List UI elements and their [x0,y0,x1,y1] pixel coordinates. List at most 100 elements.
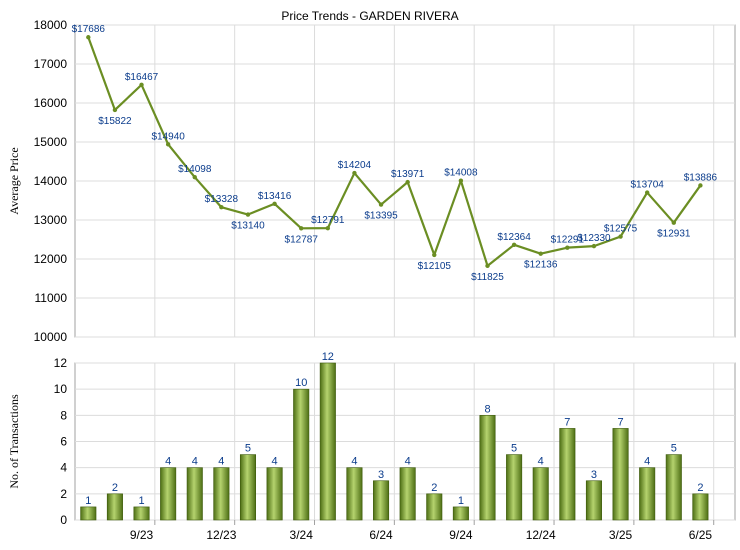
price-point [299,226,304,231]
price-y-axis-title: Average Price [7,147,21,214]
price-data-label: $12364 [497,232,531,243]
x-tick-label: 3/24 [290,528,314,542]
price-data-label: $14204 [338,160,372,171]
price-point [272,201,277,206]
price-data-label: $13140 [231,221,265,232]
price-point [511,242,517,248]
transaction-bar-label: 4 [218,456,224,468]
transaction-bar-label: 1 [85,495,91,507]
price-data-label: $12136 [524,260,558,271]
transaction-bar-label: 2 [431,482,437,494]
price-point [405,179,410,185]
price-point [325,225,331,231]
transaction-bar-label: 4 [644,456,650,468]
price-data-label: $15822 [98,116,132,127]
transaction-bar-label: 7 [564,416,570,428]
x-tick-label: 9/23 [130,528,154,542]
price-point [565,245,570,250]
transaction-bar [160,467,177,521]
count-y-tick-label: 2 [60,487,67,501]
price-data-label: $13704 [630,180,664,191]
x-tick-label: 3/25 [609,528,633,542]
transaction-bar [585,480,602,521]
x-tick-label: 6/24 [369,528,393,542]
transaction-bar-label: 4 [405,456,411,468]
price-point [591,243,597,249]
transaction-bar [266,467,283,521]
price-data-label: $14940 [151,131,185,142]
transaction-bar [559,428,576,521]
transaction-bar-label: 8 [484,403,490,415]
transaction-bar-label: 3 [591,469,597,481]
price-point [698,183,703,188]
price-point [139,82,144,87]
transaction-bar [186,467,203,521]
count-y-tick-label: 12 [54,356,68,370]
price-data-label: $12787 [285,234,319,245]
count-y-tick-label: 6 [60,435,67,449]
price-point [485,263,490,269]
transaction-bar [213,467,230,521]
transaction-bar [532,467,549,521]
price-point [165,142,171,147]
price-point [352,170,357,176]
price-y-tick-label: 16000 [34,96,68,110]
price-data-label: $12575 [604,224,638,235]
price-line-panel: 10000 11000 12000 13000 14000 15000 16000 17000… [7,18,736,344]
transaction-bar-label: 4 [192,456,198,468]
transaction-bar [426,493,443,521]
count-y-tick-label: 0 [60,513,67,527]
price-point [538,251,543,256]
price-y-tick-label: 18000 [34,18,68,32]
transaction-bar [479,415,496,521]
price-data-label: $11825 [471,272,504,283]
transaction-bar-label: 4 [351,456,357,468]
price-point [219,205,224,210]
transaction-bar-label: 4 [272,456,278,468]
x-tick-label: 6/25 [689,528,713,542]
transaction-bar-label: 5 [245,443,251,455]
transaction-bar [239,454,257,521]
price-y-tick-label: 14000 [34,174,68,188]
transaction-bar-label: 5 [671,443,677,455]
price-point [378,202,384,207]
transaction-bar-label: 2 [112,482,118,494]
transaction-bar-label: 4 [165,456,171,468]
price-data-label: $13971 [391,169,425,180]
price-point [192,174,197,180]
transaction-bar [452,506,469,521]
price-data-label: $14008 [444,168,478,179]
transaction-bar-label: 12 [322,351,334,363]
transaction-bar [293,388,310,521]
price-y-tick-label: 10000 [34,330,68,344]
price-point [671,220,676,225]
transaction-bar [346,467,363,521]
transaction-bar-label: 1 [458,495,464,507]
transaction-bar [665,454,682,521]
price-y-tick-label: 11000 [35,291,68,305]
transaction-bar-label: 5 [511,443,517,455]
price-data-label: $14098 [178,164,212,175]
price-data-label: $13395 [364,211,398,222]
chart-title: Price Trends - GARDEN RIVERA [281,9,458,23]
price-data-label: $12291 [551,235,585,246]
price-data-label: $13328 [205,194,239,205]
transaction-bar [692,493,709,521]
transaction-bar [639,467,656,521]
transaction-bar-label: 2 [697,482,703,494]
count-y-tick-label: 8 [60,408,67,422]
transaction-bar-label: 4 [538,456,544,468]
price-point [644,190,650,195]
price-data-label: $13886 [684,172,718,183]
price-data-label: $16467 [125,72,159,83]
transaction-bar [106,493,123,521]
transaction-bar-label: 10 [295,377,307,389]
transaction-bar-label: 3 [378,469,384,481]
count-y-tick-label: 10 [54,382,68,396]
price-y-tick-label: 13000 [34,213,68,227]
transaction-bar [399,467,416,521]
transaction-bar [133,506,150,521]
price-data-label: $12330 [577,233,611,244]
